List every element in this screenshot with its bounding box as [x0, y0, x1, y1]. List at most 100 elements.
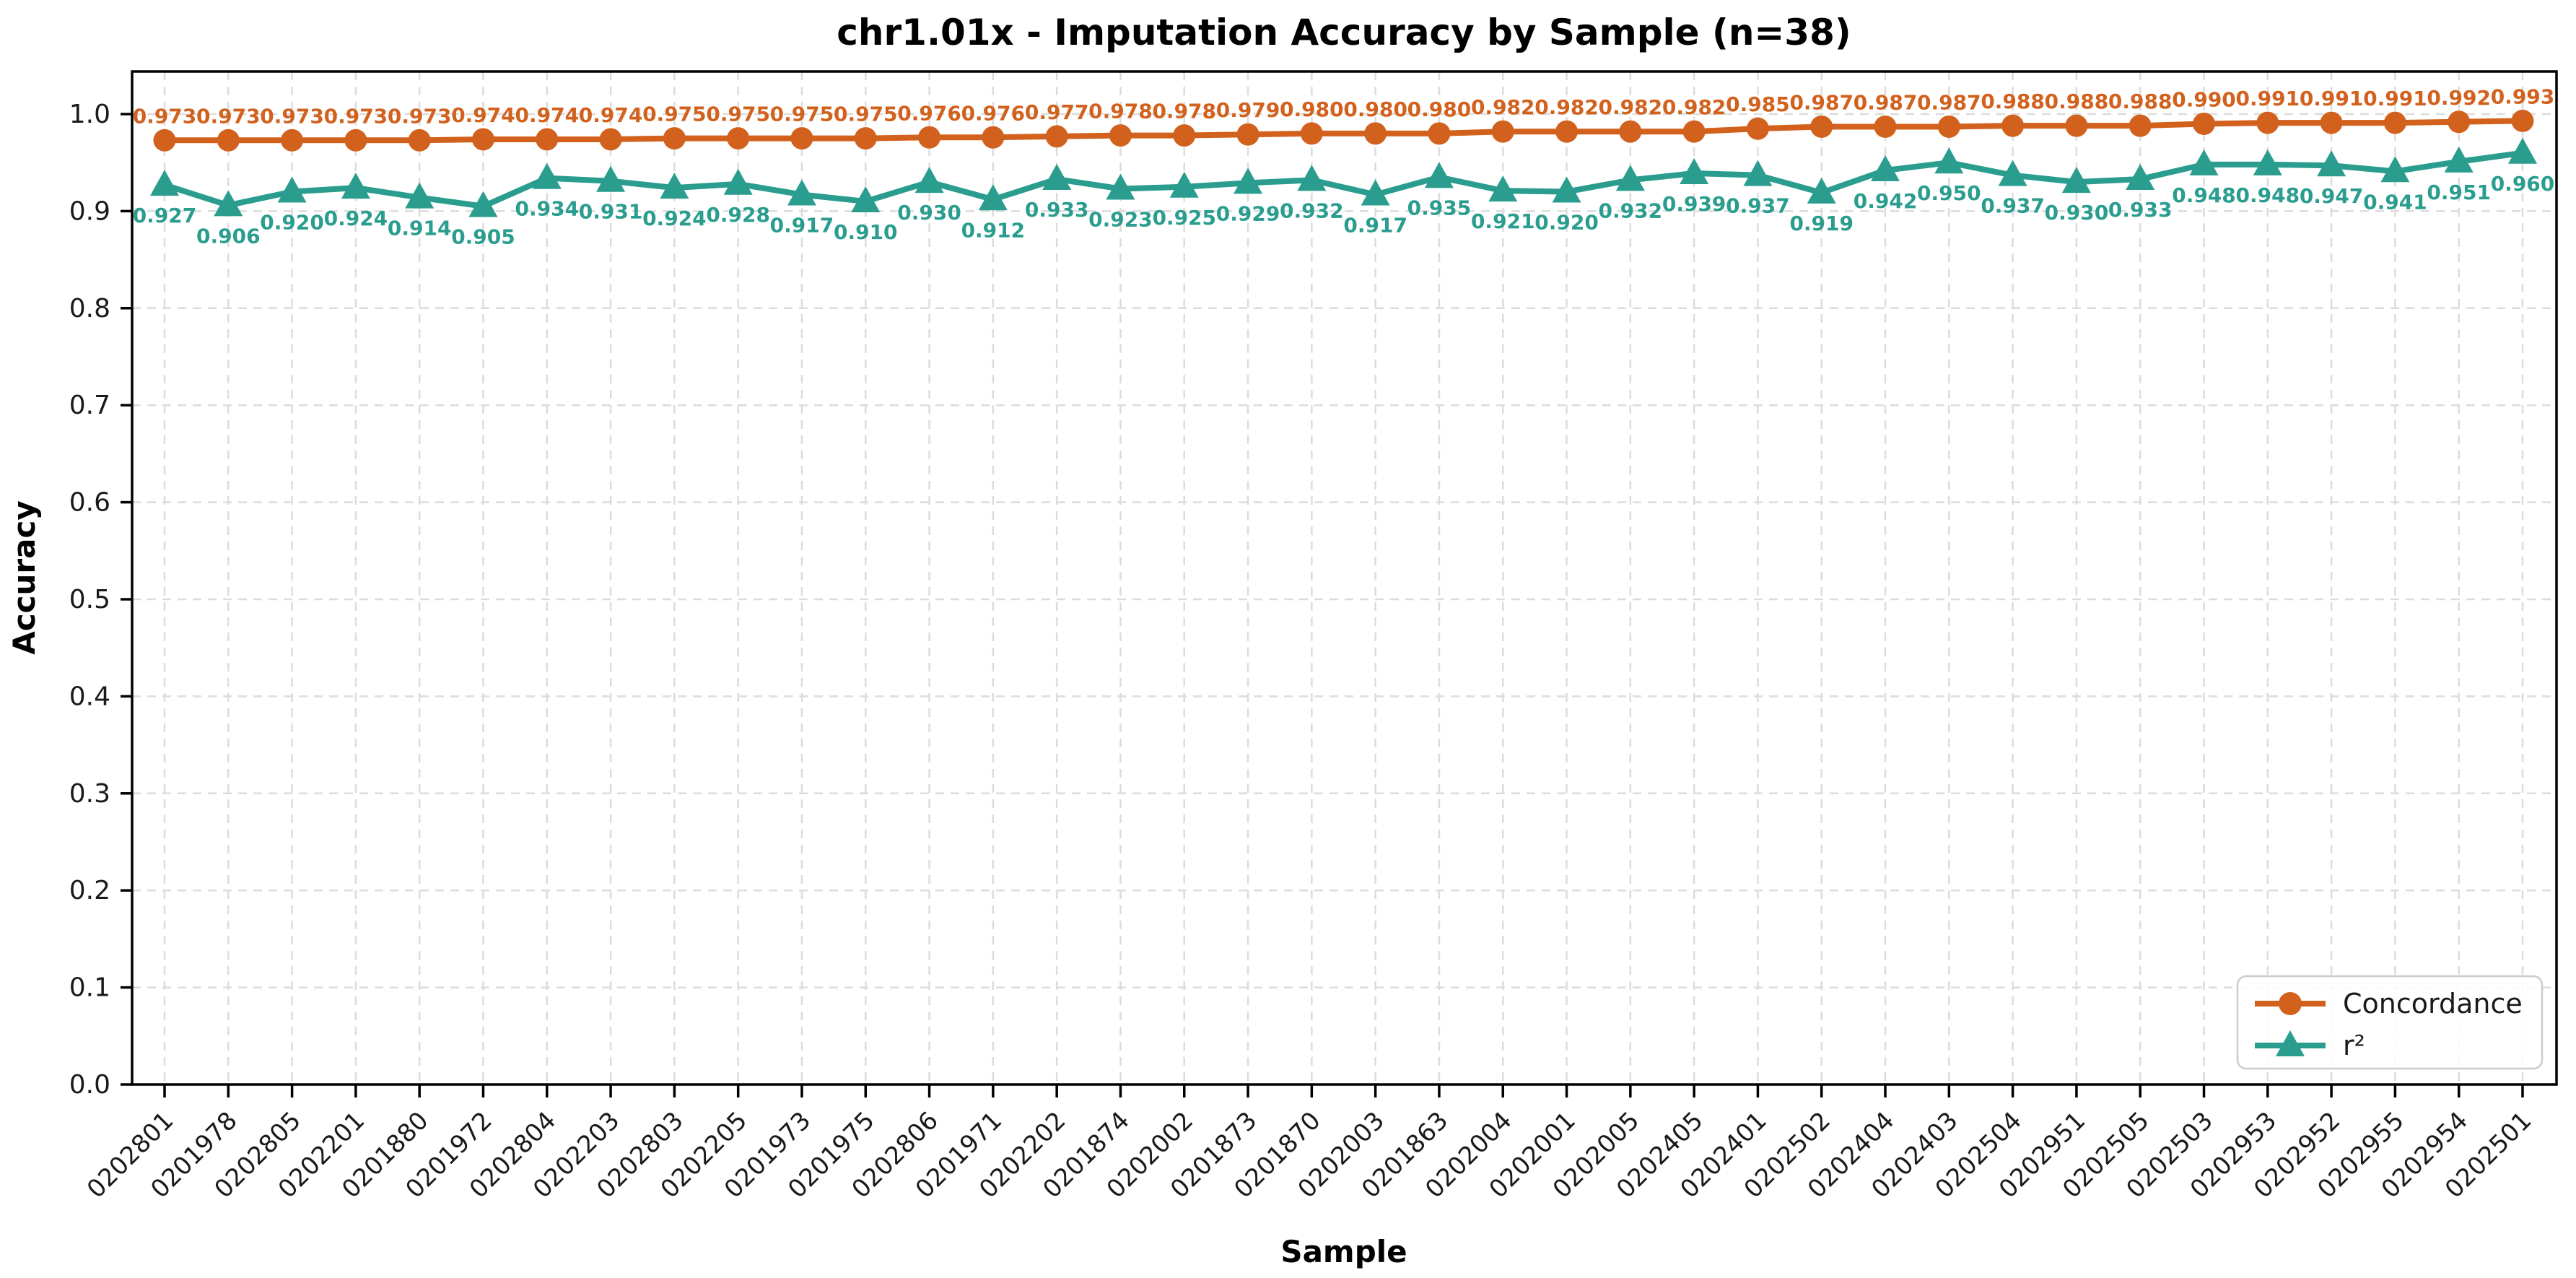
marker-triangle	[405, 182, 435, 209]
data-label: 0.976	[897, 101, 961, 125]
data-label: 0.931	[579, 200, 643, 224]
data-label: 0.932	[1599, 199, 1663, 222]
marker-triangle	[851, 186, 881, 212]
marker-triangle	[341, 173, 370, 199]
data-label: 0.948	[2172, 183, 2236, 207]
data-label: 0.974	[515, 103, 579, 127]
marker-circle	[1491, 120, 1514, 143]
marker-triangle	[1488, 175, 1518, 202]
data-label: 0.973	[260, 104, 324, 128]
data-label: 0.990	[2172, 87, 2236, 111]
data-label: 0.982	[1471, 95, 1535, 119]
legend-marker-triangle	[2276, 1030, 2305, 1056]
marker-triangle	[277, 176, 307, 203]
marker-circle	[1937, 115, 1960, 138]
data-label: 0.982	[1599, 95, 1663, 119]
data-label: 0.975	[706, 103, 770, 126]
marker-circle	[1236, 123, 1259, 146]
marker-triangle	[978, 184, 1008, 211]
data-label: 0.917	[770, 214, 834, 238]
marker-circle	[2065, 114, 2088, 137]
data-label: 0.973	[133, 104, 197, 128]
marker-circle	[153, 129, 176, 152]
y-tick-label: 0.2	[69, 876, 110, 905]
legend-item-label: r²	[2343, 1030, 2365, 1061]
marker-triangle	[660, 173, 689, 199]
marker-circle	[1810, 115, 1833, 138]
y-tick-label: 0.4	[69, 682, 110, 711]
data-label: 0.975	[642, 103, 707, 126]
marker-triangle	[468, 191, 498, 217]
marker-triangle	[1743, 160, 1773, 186]
y-tick-label: 0.8	[69, 294, 110, 323]
marker-triangle	[1169, 171, 1199, 198]
marker-triangle	[1042, 164, 1072, 191]
marker-circle	[2001, 114, 2025, 137]
marker-circle	[982, 126, 1005, 149]
marker-circle	[536, 128, 559, 151]
marker-circle	[2383, 111, 2406, 134]
data-label: 0.988	[1981, 90, 2045, 113]
data-label: 0.906	[196, 224, 261, 248]
data-label: 0.978	[1088, 100, 1153, 123]
marker-circle	[408, 129, 431, 152]
data-label: 0.988	[2108, 90, 2173, 113]
data-label: 0.980	[1343, 97, 1407, 121]
legend: Concordance r²	[2236, 975, 2544, 1070]
marker-triangle	[1552, 176, 1581, 203]
marker-circle	[599, 128, 622, 151]
data-label: 0.978	[1152, 100, 1216, 123]
y-tick-label: 0.1	[69, 973, 110, 1003]
data-label: 0.987	[1854, 90, 1918, 114]
data-label: 0.921	[1471, 209, 1535, 233]
marker-triangle	[2444, 146, 2474, 173]
plot-border	[131, 70, 2558, 1086]
marker-triangle	[787, 179, 816, 206]
data-label: 0.933	[2108, 198, 2173, 222]
chart-title: chr1.01x - Imputation Accuracy by Sample…	[837, 12, 1851, 53]
marker-triangle	[2253, 149, 2282, 175]
data-label: 0.991	[2363, 87, 2427, 110]
data-label: 0.979	[1216, 98, 1280, 122]
y-axis-label: Accuracy	[6, 500, 42, 655]
data-label: 0.976	[961, 101, 1026, 125]
marker-triangle	[596, 165, 626, 192]
data-label: 0.974	[451, 103, 515, 127]
data-label: 0.993	[2491, 84, 2555, 108]
marker-triangle	[532, 162, 562, 189]
data-label: 0.980	[1280, 97, 1344, 121]
marker-triangle	[2061, 167, 2091, 194]
marker-triangle	[1998, 160, 2027, 186]
marker-triangle	[150, 170, 179, 196]
data-label: 0.923	[1088, 207, 1153, 231]
data-label: 0.987	[1789, 90, 1854, 114]
data-label: 0.950	[1917, 181, 1981, 205]
marker-triangle	[2189, 149, 2219, 175]
data-label: 0.930	[897, 201, 961, 225]
marker-circle	[727, 127, 750, 150]
marker-triangle	[2508, 137, 2537, 164]
data-label: 0.975	[770, 103, 834, 126]
data-label: 0.924	[642, 207, 707, 230]
marker-circle	[344, 129, 367, 152]
marker-circle	[663, 127, 686, 150]
marker-circle	[1619, 120, 1642, 143]
legend-item-label: Concordance	[2343, 988, 2523, 1020]
data-label: 0.973	[324, 104, 388, 128]
data-label: 0.980	[1407, 97, 1472, 121]
marker-circle	[1555, 120, 1579, 143]
marker-triangle	[1106, 173, 1135, 200]
marker-triangle	[914, 167, 944, 194]
marker-circle	[2256, 111, 2279, 134]
data-label: 0.947	[2300, 184, 2364, 208]
data-label: 0.937	[1981, 194, 2045, 218]
data-label: 0.977	[1025, 100, 1089, 124]
series-line	[163, 149, 2523, 209]
x-axis-label: Sample	[1280, 1234, 1407, 1269]
marker-circle	[2320, 111, 2343, 134]
marker-circle	[471, 128, 494, 151]
data-label: 0.992	[2427, 86, 2491, 110]
data-label: 0.934	[515, 197, 579, 221]
